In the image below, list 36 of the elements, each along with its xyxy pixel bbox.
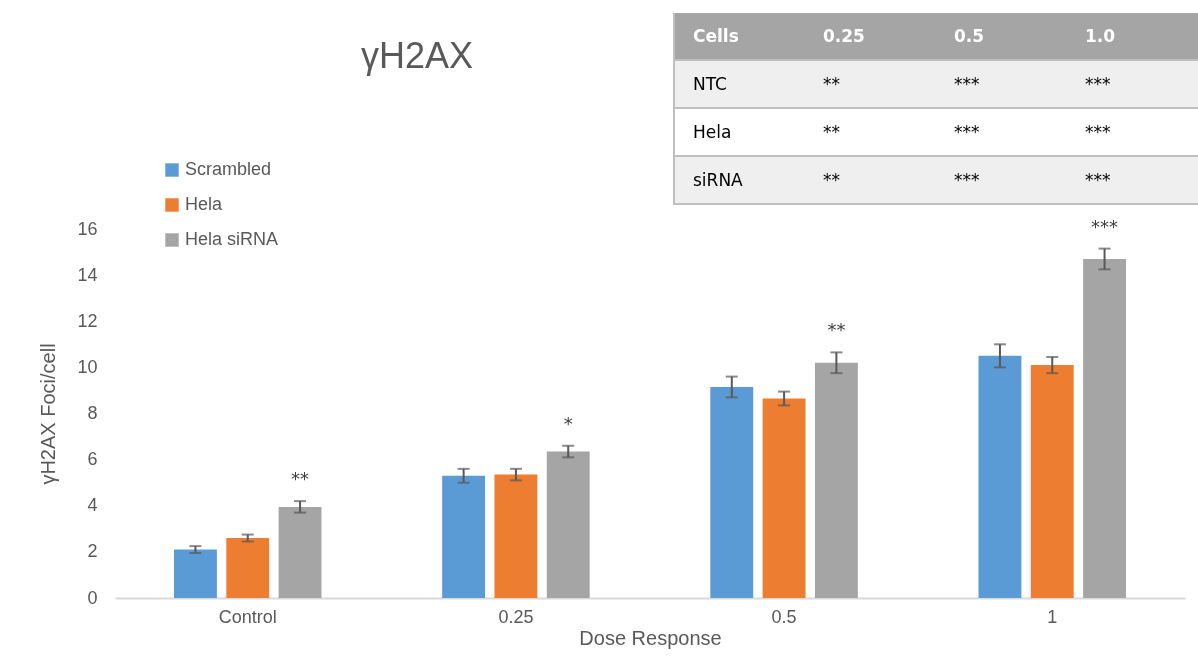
y-tick-label: 4	[87, 495, 98, 516]
bar	[174, 549, 217, 598]
data-label: ***	[1091, 215, 1119, 237]
bar	[1030, 365, 1074, 598]
bar	[226, 538, 270, 598]
x-tick-label: 0.25	[498, 606, 534, 627]
chart-title: γH2AX	[360, 35, 474, 76]
data-label: **	[291, 468, 310, 490]
y-tick-label: 8	[87, 403, 98, 423]
bar	[978, 355, 1022, 598]
y-tick-label: 14	[77, 264, 98, 285]
x-axis-title: Dose Response	[579, 626, 722, 649]
y-tick-label: 10	[77, 356, 98, 377]
bar	[442, 475, 486, 598]
bar	[1083, 258, 1126, 598]
bar	[278, 506, 322, 598]
legend-label: Scrambled	[185, 159, 272, 179]
bar	[814, 362, 858, 598]
x-tick-label: Control	[218, 606, 277, 627]
x-tick-label: 0.5	[771, 606, 797, 627]
bar	[546, 451, 590, 598]
significance-table: Cells 0.25 0.5 1.0 NTC ** *** *** Hela ** *** *** siRNA ** *** ***	[673, 13, 1198, 205]
y-axis-title: γH2AX Foci/cell	[37, 343, 60, 485]
bar	[762, 398, 806, 598]
legend-label: Hela	[185, 194, 224, 214]
y-tick-label: 0	[87, 587, 98, 608]
data-label: **	[827, 319, 846, 341]
legend-label: Hela siRNA	[185, 229, 279, 249]
bar	[710, 386, 754, 598]
bar	[494, 474, 538, 598]
y-tick-label: 12	[77, 310, 98, 331]
x-tick-label: 1	[1047, 606, 1058, 627]
y-tick-label: 2	[87, 541, 98, 562]
y-tick-label: 16	[77, 218, 98, 239]
data-label: *	[563, 412, 573, 434]
y-tick-label: 6	[87, 449, 98, 470]
